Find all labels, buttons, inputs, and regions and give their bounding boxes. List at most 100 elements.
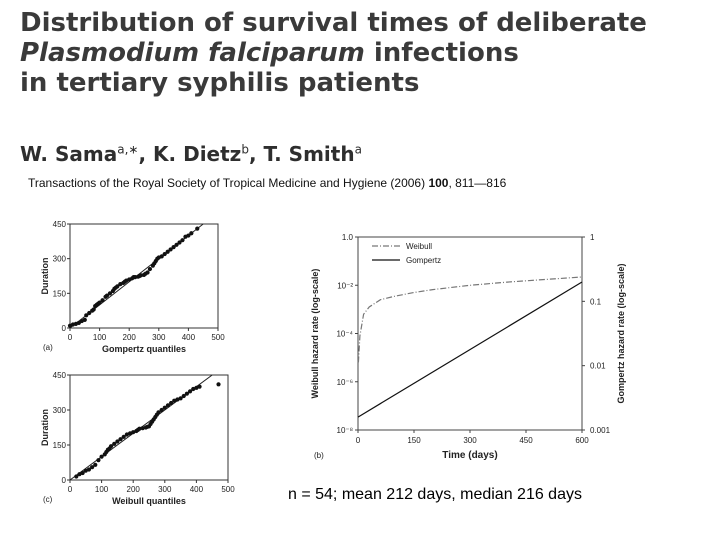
legend-weibull-label: Weibull	[406, 242, 432, 251]
y-axis-label: Duration	[40, 409, 50, 446]
author-3: T. Smith	[263, 142, 355, 166]
data-point	[165, 403, 171, 408]
data-point	[145, 270, 150, 275]
data-point	[194, 385, 199, 390]
data-point	[86, 467, 92, 472]
data-point	[140, 426, 145, 431]
data-point	[84, 313, 89, 318]
data-point	[195, 226, 200, 231]
data-point	[184, 391, 190, 396]
x-axis-label: Time (days)	[442, 450, 497, 461]
x-tick-label: 150	[407, 436, 421, 445]
x-tick-label: 400	[190, 485, 204, 494]
data-point	[168, 247, 173, 252]
data-point	[165, 249, 170, 254]
y-tick-label: 150	[53, 441, 67, 450]
x-tick-label: 300	[463, 436, 477, 445]
x-tick-label: 400	[182, 333, 196, 342]
left-tick-label: 10⁻⁶	[337, 378, 353, 387]
data-point	[104, 293, 110, 298]
left-tick-label: 10⁻²	[337, 281, 353, 290]
data-point	[131, 430, 136, 435]
journal-volume: 100	[428, 176, 449, 190]
journal-name: Transactions of the Royal Society of Tro…	[28, 176, 429, 190]
author-sep-2: ,	[248, 142, 264, 166]
author-1-affil: a,∗	[117, 142, 139, 157]
data-point	[118, 437, 123, 442]
y-axis-label: Duration	[40, 258, 50, 295]
author-list: W. Samaa,∗, K. Dietzb, T. Smitha	[20, 142, 362, 166]
data-point	[82, 317, 87, 323]
right-axis-label: Gompertz hazard rate (log-scale)	[616, 263, 626, 403]
x-tick-label: 500	[211, 333, 225, 342]
data-point	[87, 310, 92, 316]
right-tick-label: 0.1	[590, 297, 602, 306]
right-tick-label: 0.01	[590, 362, 606, 371]
title-line-1: Distribution of survival times of delibe…	[20, 8, 647, 38]
author-2: K. Dietz	[153, 142, 242, 166]
y-tick-label: 450	[53, 220, 67, 229]
data-point	[159, 407, 164, 413]
journal-citation: Transactions of the Royal Society of Tro…	[28, 176, 506, 190]
data-point	[115, 284, 120, 289]
data-point	[156, 410, 161, 415]
data-point	[178, 396, 183, 401]
qq-frame-a	[69, 223, 219, 329]
panel-letter: (c)	[43, 495, 53, 504]
data-point	[180, 238, 185, 243]
paper-title: Distribution of survival times of delibe…	[20, 8, 647, 98]
x-axis-label: Weibull quantiles	[112, 496, 186, 506]
x-tick-label: 300	[152, 333, 166, 342]
y-tick-label: 150	[53, 289, 67, 298]
data-point	[115, 439, 120, 444]
title-species: Plasmodium falciparum	[20, 38, 365, 68]
sample-caption: n = 54; mean 212 days, median 216 days	[288, 486, 582, 503]
data-point	[97, 300, 102, 305]
y-tick-label: 0	[62, 324, 67, 333]
journal-pages: , 811—816	[448, 176, 507, 190]
x-tick-label: 300	[158, 485, 172, 494]
x-tick-label: 200	[123, 333, 137, 342]
data-point	[187, 389, 193, 394]
title-line-2: Plasmodium falciparum infections	[20, 38, 647, 68]
data-point	[186, 233, 191, 238]
x-tick-label: 200	[127, 485, 141, 494]
panel-letter: (a)	[43, 343, 53, 352]
data-point	[127, 431, 133, 436]
data-point	[96, 458, 101, 463]
author-sep-1: ,	[138, 142, 154, 166]
x-tick-label: 450	[519, 436, 533, 445]
right-tick-label: 0.001	[590, 426, 611, 435]
y-tick-label: 0	[62, 476, 67, 485]
x-axis-label: Gompertz quantiles	[102, 344, 186, 354]
qq-frame-c	[69, 374, 229, 481]
data-point	[121, 434, 126, 439]
x-tick-label: 100	[93, 333, 107, 342]
data-point	[181, 393, 186, 399]
x-tick-label: 500	[221, 485, 235, 494]
data-point	[124, 432, 129, 437]
data-point	[171, 245, 176, 250]
data-point	[90, 465, 95, 470]
data-point	[91, 307, 96, 312]
hazard-frame	[357, 236, 583, 431]
series-gompertz-line	[357, 281, 583, 418]
data-point	[177, 240, 182, 245]
data-point	[197, 384, 202, 389]
data-point	[100, 298, 105, 303]
data-point	[74, 474, 79, 479]
data-point	[108, 444, 114, 449]
data-point	[99, 454, 104, 459]
left-tick-label: 10⁻⁴	[336, 330, 353, 339]
left-tick-label: 10⁻⁸	[337, 426, 354, 435]
data-point	[159, 254, 164, 259]
data-point	[83, 468, 88, 473]
y-tick-label: 300	[53, 406, 67, 415]
x-tick-label: 100	[95, 485, 109, 494]
x-tick-label: 0	[356, 436, 361, 445]
data-point	[162, 405, 167, 410]
legend-gompertz-label: Gompertz	[406, 256, 441, 265]
data-point	[172, 398, 177, 403]
data-point	[77, 472, 82, 477]
data-point	[216, 382, 221, 387]
